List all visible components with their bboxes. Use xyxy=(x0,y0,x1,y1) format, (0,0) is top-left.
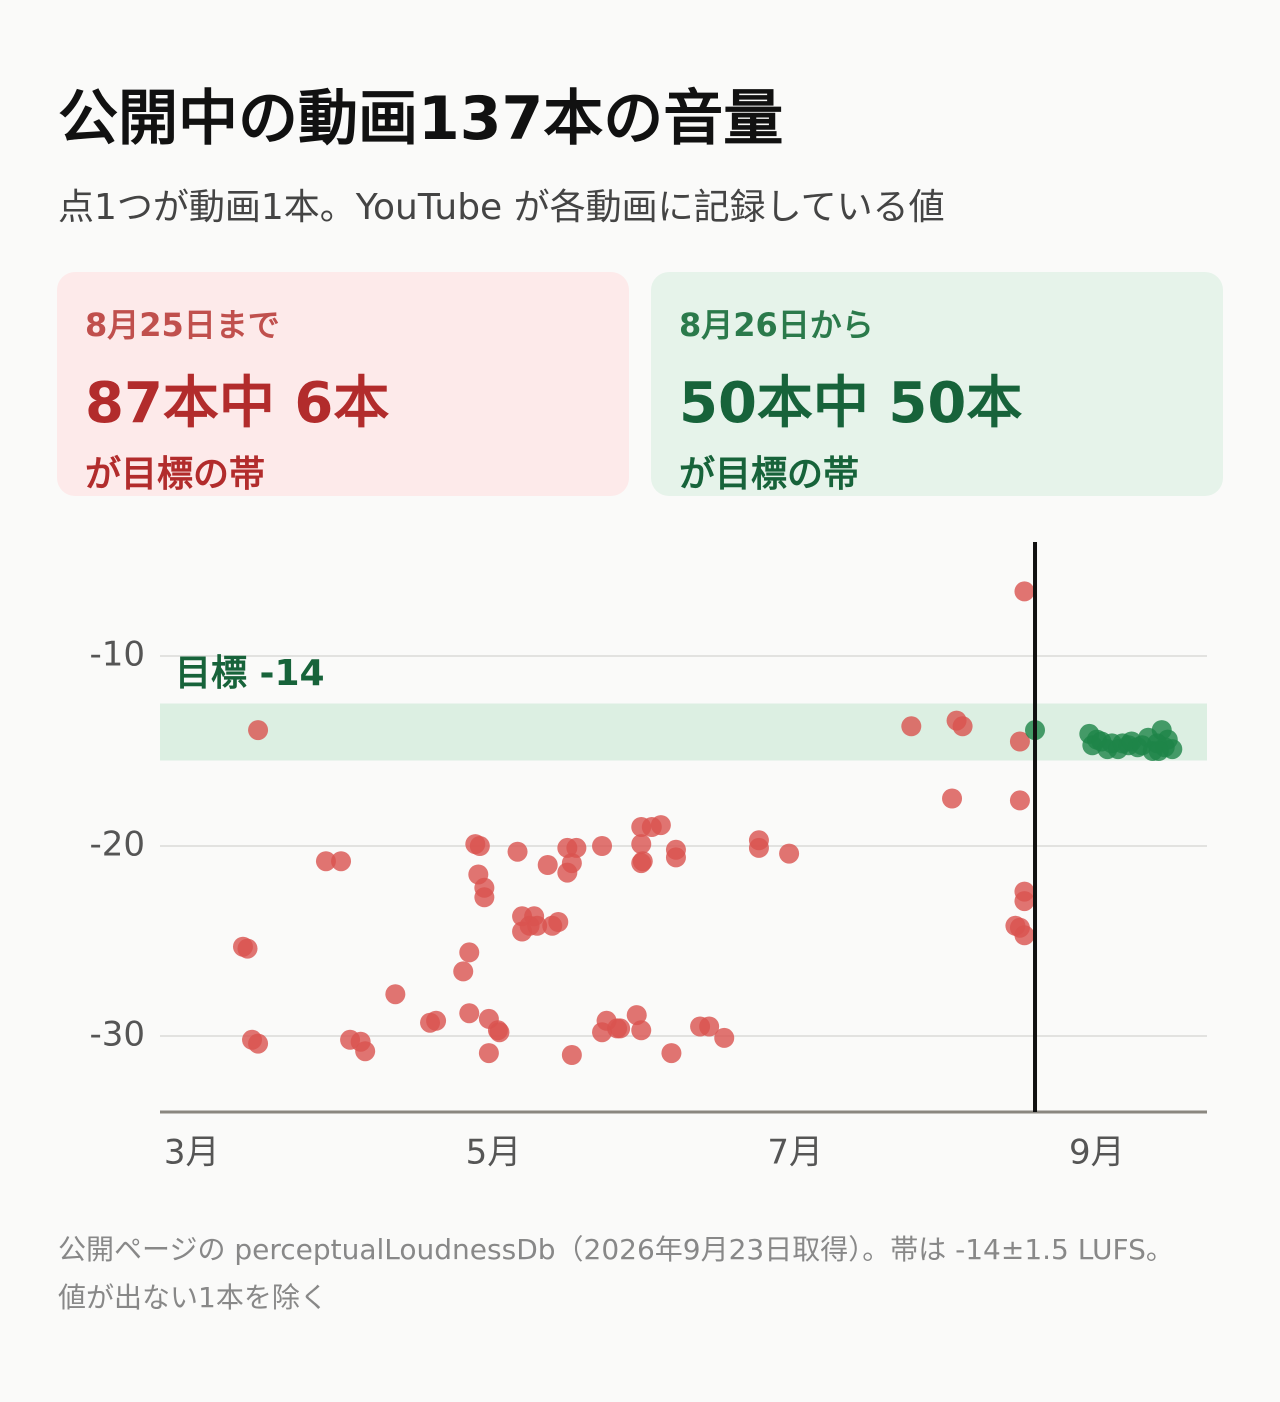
band-label: 目標 -14 xyxy=(175,653,325,694)
data-point xyxy=(527,915,548,936)
data-point xyxy=(459,1003,480,1024)
data-point xyxy=(489,1022,510,1043)
y-tick-label: -30 xyxy=(89,1015,145,1055)
data-point xyxy=(626,1005,647,1026)
data-point xyxy=(1009,790,1030,811)
card-tail: が目標の帯 xyxy=(85,454,266,495)
card: 8月26日から 50本中 50本 が目標の帯 xyxy=(651,272,1223,496)
x-tick-label: 3月 xyxy=(164,1133,220,1173)
data-point xyxy=(699,1016,720,1037)
data-point xyxy=(478,1043,499,1064)
data-point xyxy=(1014,891,1035,912)
data-point xyxy=(385,984,406,1005)
data-point xyxy=(942,788,963,809)
data-point xyxy=(1009,731,1030,752)
x-tick-label: 9月 xyxy=(1069,1133,1125,1173)
subtitle: 点1つが動画1本。YouTube が各動画に記録している値 xyxy=(58,187,945,228)
data-point xyxy=(248,720,269,741)
data-point xyxy=(469,836,490,856)
data-point xyxy=(952,716,973,737)
data-point xyxy=(1014,925,1035,946)
x-tick-label: 7月 xyxy=(767,1133,823,1173)
data-point xyxy=(561,853,582,874)
data-point xyxy=(237,938,258,959)
data-point xyxy=(631,834,652,855)
data-point xyxy=(315,851,336,872)
data-point xyxy=(665,847,686,868)
data-point xyxy=(459,942,480,963)
data-point xyxy=(661,1043,682,1064)
data-point xyxy=(561,1045,582,1065)
y-tick-label: -20 xyxy=(89,825,145,865)
card-headline: 50本中 50本 xyxy=(679,371,1023,436)
data-point xyxy=(610,1018,631,1039)
data-point xyxy=(507,841,528,862)
data-point xyxy=(748,837,769,858)
data-point xyxy=(355,1041,376,1062)
data-point xyxy=(632,851,653,872)
data-point xyxy=(548,912,569,932)
card: 8月25日まで 87本中 6本 が目標の帯 xyxy=(57,272,629,496)
card-tail: が目標の帯 xyxy=(679,454,860,495)
data-point xyxy=(631,1020,652,1041)
card-period: 8月26日から xyxy=(679,306,874,344)
data-point xyxy=(331,851,352,872)
data-point xyxy=(901,716,922,737)
title: 公開中の動画137本の音量 xyxy=(58,84,784,154)
data-point xyxy=(537,855,558,875)
data-point xyxy=(650,815,671,836)
target-band xyxy=(160,703,1207,761)
card-period: 8月25日まで xyxy=(85,306,280,344)
footnote: 公開ページの perceptualLoudnessDb（2026年9月23日取得… xyxy=(58,1233,1174,1314)
data-point xyxy=(566,837,587,858)
data-point xyxy=(592,836,613,856)
data-point xyxy=(1148,741,1169,761)
x-tick-label: 5月 xyxy=(466,1133,522,1173)
data-point xyxy=(474,887,495,908)
data-point xyxy=(248,1033,269,1054)
data-point xyxy=(779,843,800,864)
data-point xyxy=(1014,581,1035,602)
data-point xyxy=(453,961,474,982)
y-tick-label: -10 xyxy=(89,635,145,675)
data-point xyxy=(714,1027,735,1048)
data-point xyxy=(426,1010,447,1031)
card-headline: 87本中 6本 xyxy=(85,371,390,436)
